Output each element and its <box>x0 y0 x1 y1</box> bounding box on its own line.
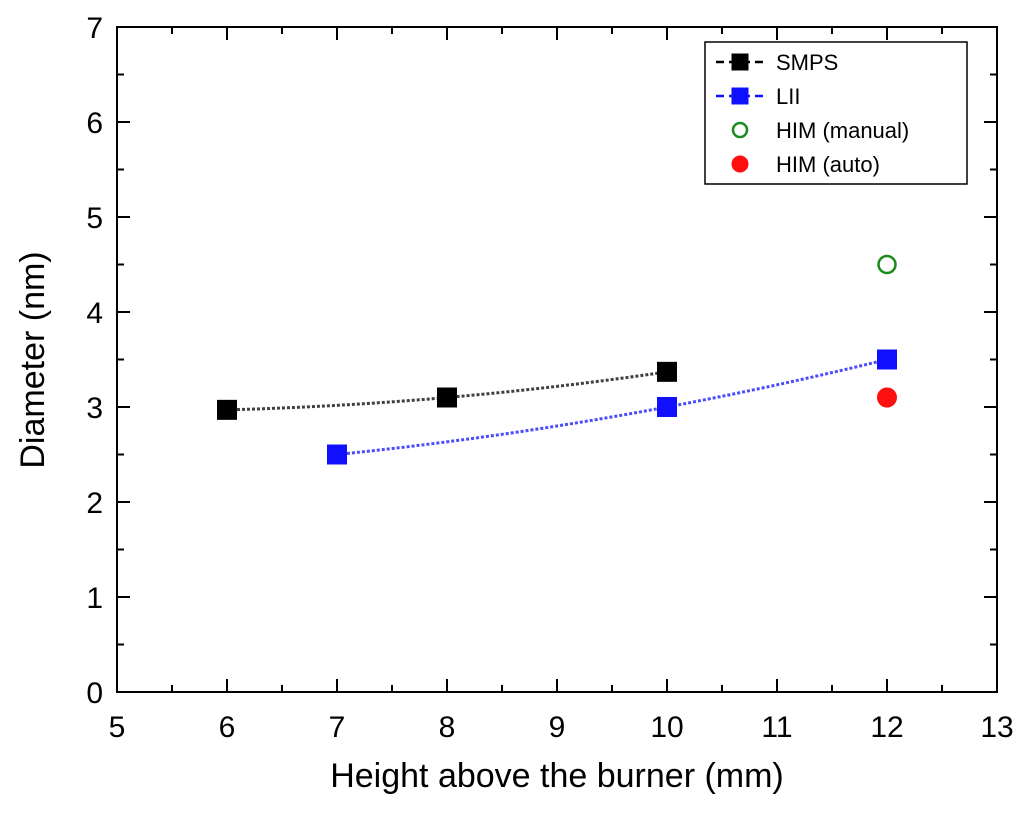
legend-box <box>704 41 968 185</box>
legend-label: LII <box>776 84 800 109</box>
fit-line-lii <box>336 358 888 456</box>
data-point-smps <box>657 361 677 382</box>
x-tick-label: 10 <box>650 711 683 744</box>
legend-label: HIM (manual) <box>776 118 909 143</box>
legend-marker <box>731 53 749 71</box>
y-tick-label: 7 <box>86 12 103 45</box>
x-tick-label: 8 <box>439 711 456 744</box>
legend: SMPS LII HIM (manual) HIM (auto) <box>704 41 968 185</box>
x-tick-label: 11 <box>761 711 792 744</box>
x-tick-label: 9 <box>549 711 566 744</box>
legend-entry-him-auto: HIM (auto) <box>731 152 880 177</box>
y-tick-label: 2 <box>86 487 103 520</box>
legend-label: SMPS <box>776 50 838 75</box>
data-point-him-manual <box>877 254 897 275</box>
fit-lines <box>226 358 888 456</box>
data-point-him-auto <box>877 387 897 408</box>
legend-label: HIM (auto) <box>776 152 880 177</box>
legend-entry-smps: SMPS <box>716 50 838 75</box>
y-tick-label: 5 <box>86 202 103 235</box>
y-tick-label: 4 <box>86 297 103 330</box>
legend-entry-him-manual: HIM (manual) <box>731 118 909 143</box>
data-point-lii <box>327 444 347 465</box>
x-tick-label: 7 <box>329 711 346 744</box>
y-tick-label: 1 <box>86 582 103 615</box>
legend-marker <box>731 87 749 105</box>
y-tick-label: 0 <box>86 677 103 710</box>
legend-entry-lii: LII <box>716 84 800 109</box>
y-tick-label: 3 <box>86 392 103 425</box>
x-axis-title: Height above the burner (mm) <box>330 757 784 795</box>
x-tick-label: 12 <box>870 711 903 744</box>
x-tick-label: 13 <box>980 711 1013 744</box>
data-point-smps <box>437 387 457 408</box>
data-markers <box>217 254 897 465</box>
data-point-smps <box>217 399 237 420</box>
y-axis-title: Diameter (nm) <box>14 251 52 468</box>
axis-ticks <box>116 26 998 693</box>
legend-marker <box>731 155 749 173</box>
y-tick-label: 6 <box>86 107 103 140</box>
data-point-lii <box>657 397 677 417</box>
x-tick-label: 6 <box>219 711 236 744</box>
x-tick-label: 5 <box>109 711 126 744</box>
legend-marker <box>731 121 749 139</box>
data-point-lii <box>877 349 897 370</box>
